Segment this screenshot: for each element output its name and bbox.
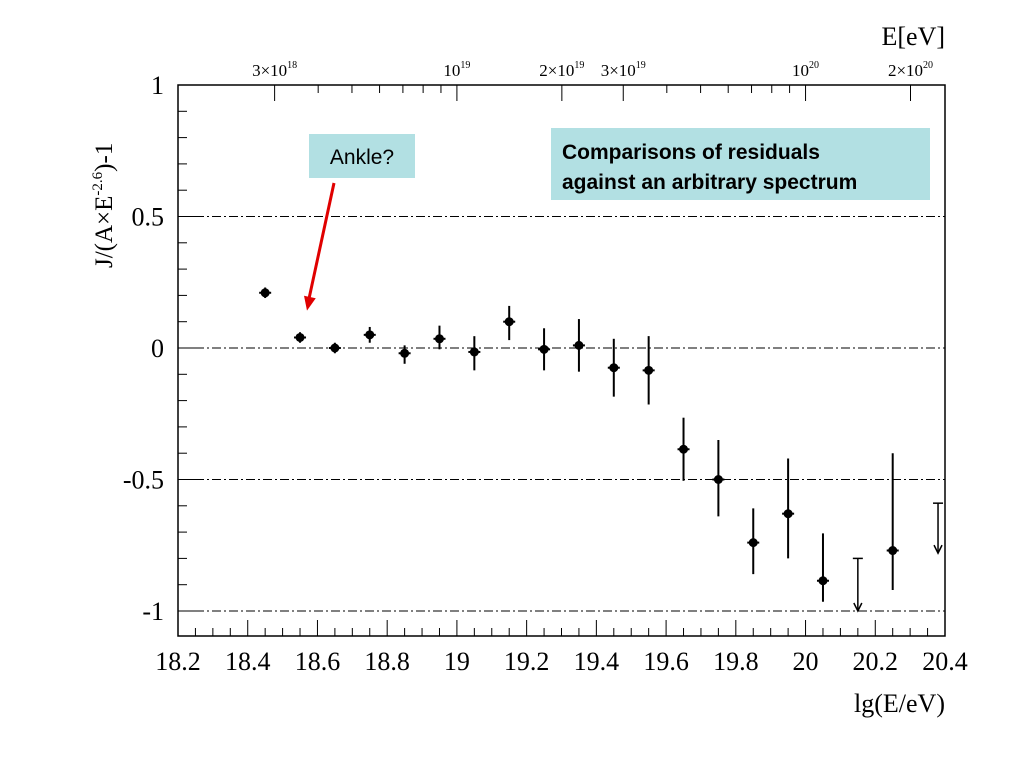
- ankle-arrowhead-icon: [304, 295, 316, 311]
- x-tick-label: 19.8: [713, 647, 759, 676]
- data-point: [295, 332, 305, 342]
- y-axis-label: J/(A×E-2.6)-1: [90, 143, 118, 268]
- y-axis-label-exponent: -2.6: [90, 171, 106, 195]
- x-tick-label: 19.4: [574, 647, 620, 676]
- reference-lines: [178, 216, 945, 612]
- top-axis-ticks: 3×1018 1019 2×1019 3×1019 1020 2×1020: [252, 60, 933, 101]
- ankle-annotation-box: [309, 134, 415, 178]
- data-point: [469, 347, 479, 357]
- data-point: [644, 365, 654, 375]
- data-point: [434, 334, 444, 344]
- upper-limit-arrow: [933, 544, 943, 555]
- x-tick-label: 20.4: [922, 647, 968, 676]
- x-axis-label: lg(E/eV): [854, 689, 945, 718]
- comparison-annotation-line2: against an arbitrary spectrum: [562, 171, 857, 194]
- top-tick-label: 3×1018: [252, 60, 297, 80]
- x-tick-label: 18.6: [295, 647, 341, 676]
- data-point: [888, 546, 898, 556]
- data-point: [609, 363, 619, 373]
- upper-limit-arrow: [853, 602, 863, 613]
- data-point: [783, 509, 793, 519]
- data-point: [574, 340, 584, 350]
- data-point: [504, 317, 514, 327]
- top-tick-label: 2×1019: [539, 60, 584, 80]
- ankle-arrow: [307, 182, 336, 299]
- data-point: [400, 348, 410, 358]
- x-tick-label: 18.2: [155, 647, 201, 676]
- y-axis-label-tail: )-1: [91, 143, 118, 172]
- top-tick-label: 1019: [443, 60, 470, 80]
- y-axis-ticks: 1 0.5 0 -0.5 -1: [123, 71, 196, 626]
- x-tick-label: 20.2: [853, 647, 899, 676]
- y-axis-label-main: J/(A×E: [91, 196, 118, 268]
- data-point: [748, 538, 758, 548]
- x-tick-label: 19: [444, 647, 470, 676]
- top-tick-label: 1020: [792, 60, 819, 80]
- x-axis-ticks: 18.2 18.4 18.6 18.8 19 19.2 19.4 19.6 19.8 20 20.2…: [155, 620, 968, 676]
- y-tick-label: 0.5: [132, 203, 165, 232]
- y-tick-label: 1: [151, 71, 164, 100]
- top-axis-label: E[eV]: [881, 22, 945, 51]
- data-point: [365, 330, 375, 340]
- comparison-annotation-box: [551, 128, 930, 200]
- upper-limit-markers: [852, 502, 944, 613]
- y-tick-label: -1: [142, 597, 164, 626]
- data-point: [713, 475, 723, 484]
- data-point: [330, 343, 340, 353]
- y-tick-label: -0.5: [123, 466, 164, 495]
- x-tick-label: 19.6: [643, 647, 689, 676]
- y-tick-label: 0: [151, 334, 164, 363]
- ankle-annotation-text: Ankle?: [330, 146, 394, 169]
- x-tick-label: 18.8: [364, 647, 410, 676]
- top-tick-label: 2×1020: [888, 60, 933, 80]
- data-point: [679, 444, 689, 454]
- data-point: [818, 576, 828, 586]
- x-tick-label: 19.2: [504, 647, 550, 676]
- data-points: [259, 287, 899, 602]
- x-tick-label: 18.4: [225, 647, 271, 676]
- data-point: [260, 288, 270, 298]
- x-tick-label: 20: [793, 647, 819, 676]
- comparison-annotation-line1: Comparisons of residuals: [562, 141, 820, 164]
- data-point: [539, 344, 549, 354]
- top-tick-label: 3×1019: [601, 60, 646, 80]
